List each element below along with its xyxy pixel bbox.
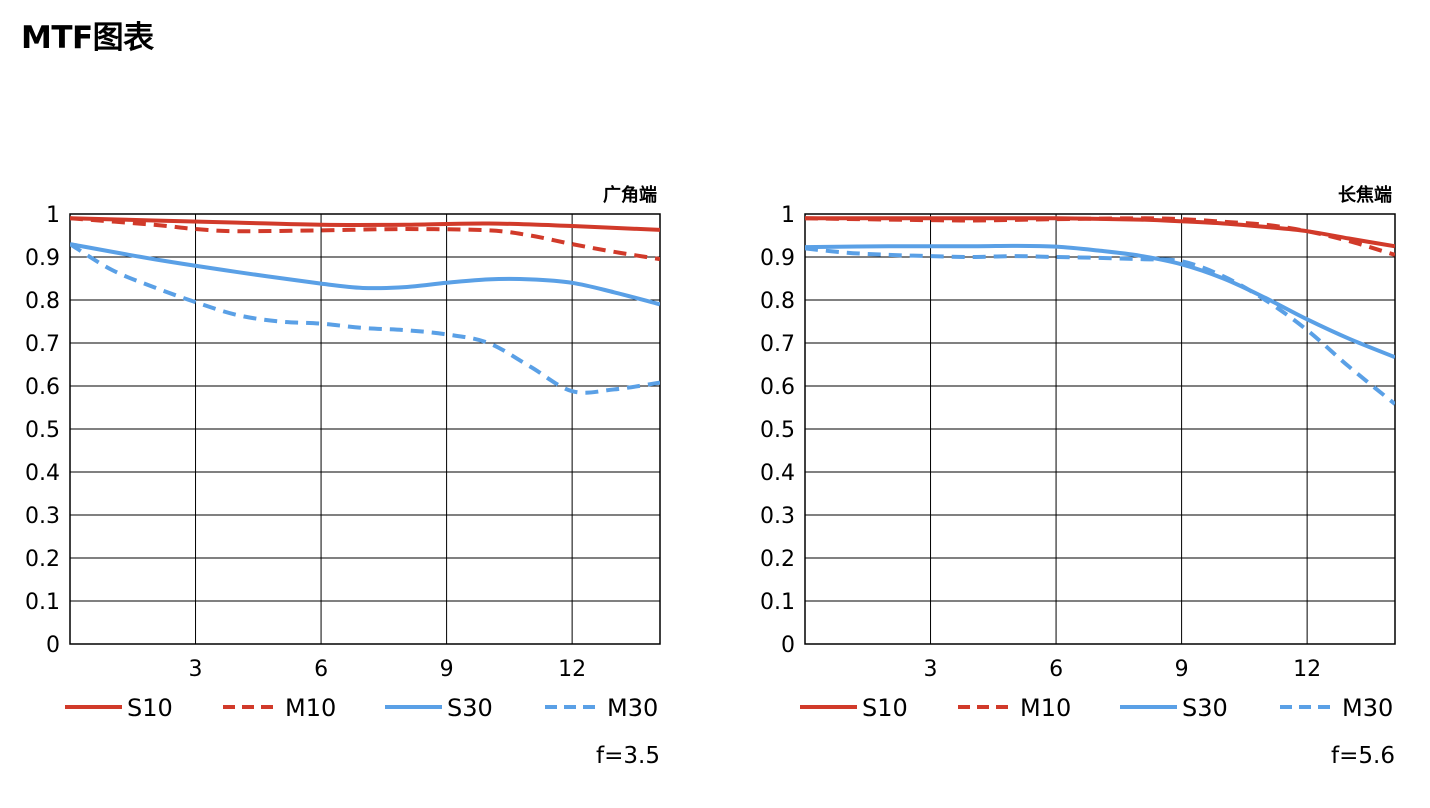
x-tick-label: 3 [924, 657, 938, 682]
x-tick-label: 12 [1293, 657, 1321, 682]
legend-label-m10: M10 [285, 694, 336, 722]
series-line-m10 [805, 216, 1395, 257]
legend-label-s30: S30 [1182, 694, 1228, 722]
aperture-label: f=3.5 [596, 743, 660, 769]
x-tick-label: 12 [558, 657, 586, 682]
series-lines [805, 216, 1395, 406]
y-tick-label: 0 [781, 633, 795, 658]
y-tick-label: 1 [46, 203, 60, 228]
plot-frame [69, 213, 661, 645]
legend-label-s30: S30 [447, 694, 493, 722]
y-tick-label: 0.7 [760, 332, 795, 357]
series-line-m10 [70, 216, 660, 262]
y-tick-label: 0.5 [25, 418, 60, 443]
mtf-chart-wide: 0 0.1 0.2 0.3 0.4 0.5 0.6 0.7 0.8 0.9 1 3 6 9 12 广角端 S10… [25, 184, 661, 769]
y-tick-label: 0.4 [760, 461, 795, 486]
y-tick-label: 1 [781, 203, 795, 228]
x-tick-label: 9 [440, 657, 454, 682]
zoom-position-label: 广角端 [603, 184, 657, 206]
plot-frame [804, 213, 1396, 645]
series-line-s10 [805, 216, 1395, 249]
y-tick-label: 0.1 [760, 590, 795, 615]
y-tick-label: 0.9 [25, 246, 60, 271]
y-tick-label: 0.8 [25, 289, 60, 314]
page-title: MTF图表 [21, 20, 154, 56]
series-line-m30 [70, 242, 660, 395]
y-tick-label: 0.4 [25, 461, 60, 486]
gridlines [805, 213, 1395, 645]
legend: S10 M10 S30 M30 [800, 694, 1393, 722]
y-tick-label: 0 [46, 633, 60, 658]
x-tick-label: 9 [1175, 657, 1189, 682]
series-line-s30 [805, 243, 1395, 360]
y-tick-label: 0.3 [760, 504, 795, 529]
series-line-s10 [70, 216, 660, 232]
legend-label-s10: S10 [862, 694, 908, 722]
y-tick-label: 0.6 [25, 375, 60, 400]
y-tick-label: 0.7 [25, 332, 60, 357]
legend-label-m30: M30 [607, 694, 658, 722]
zoom-position-label: 长焦端 [1338, 184, 1392, 206]
x-tick-label: 6 [314, 657, 328, 682]
x-tick-label: 3 [189, 657, 203, 682]
legend-label-s10: S10 [127, 694, 173, 722]
y-tick-label: 0.3 [25, 504, 60, 529]
y-tick-label: 0.5 [760, 418, 795, 443]
y-tick-label: 0.6 [760, 375, 795, 400]
y-tick-label: 0.1 [25, 590, 60, 615]
series-line-m30 [805, 246, 1395, 406]
series-lines [70, 216, 660, 395]
y-tick-label: 0.9 [760, 246, 795, 271]
series-line-s30 [70, 242, 660, 307]
aperture-label: f=5.6 [1331, 743, 1395, 769]
y-tick-label: 0.2 [760, 547, 795, 572]
y-tick-label: 0.8 [760, 289, 795, 314]
y-tick-label: 0.2 [25, 547, 60, 572]
legend-label-m10: M10 [1020, 694, 1071, 722]
legend-label-m30: M30 [1342, 694, 1393, 722]
x-tick-label: 6 [1049, 657, 1063, 682]
legend: S10 M10 S30 M30 [65, 694, 658, 722]
